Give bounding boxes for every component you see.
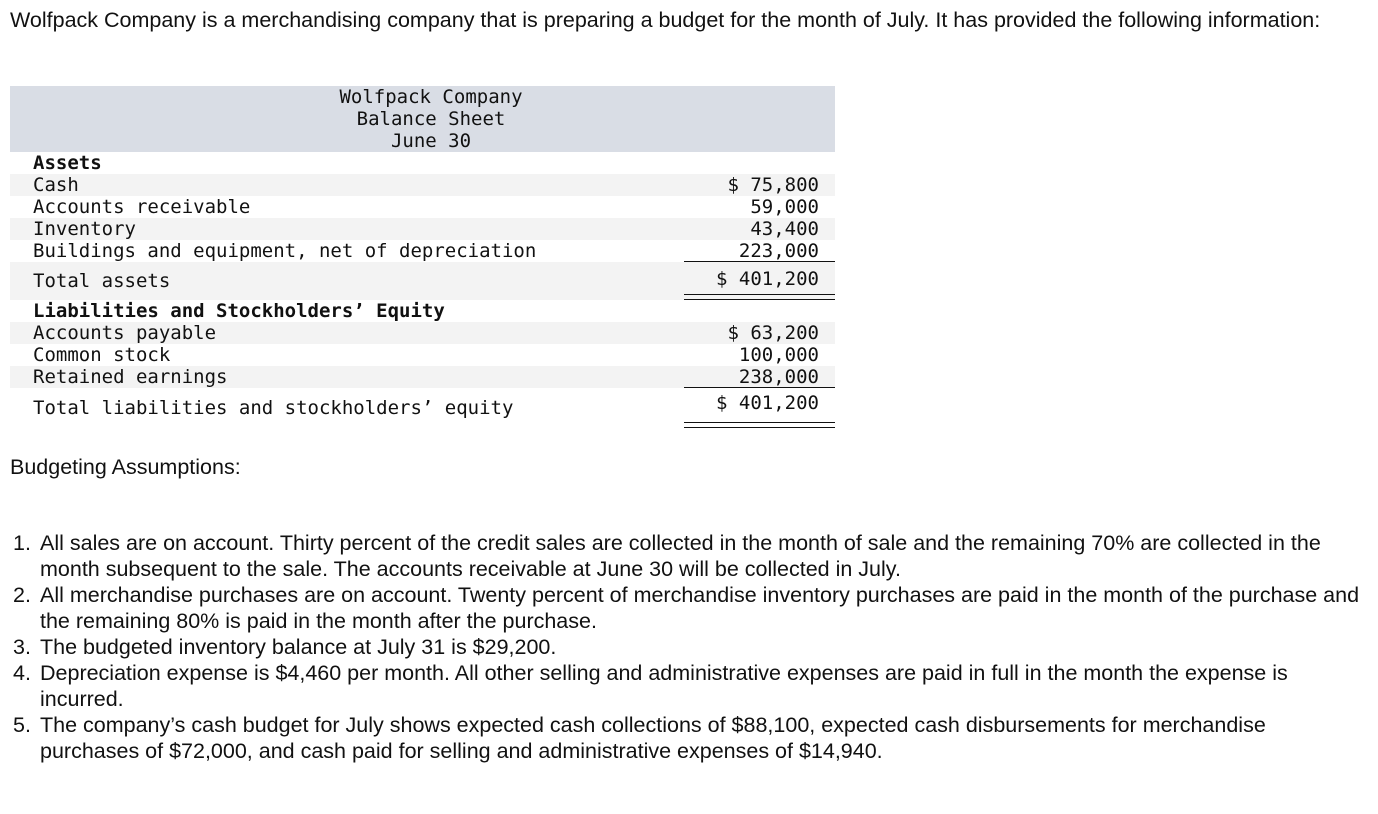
item-text: All merchandise purchases are on account…: [40, 583, 1360, 633]
list-item: 1. All sales are on account. Thirty perc…: [10, 530, 1360, 582]
table-row: Cash $ 75,800: [10, 174, 835, 196]
table-row: Retained earnings 238,000: [10, 366, 835, 388]
item-text: Depreciation expense is $4,460 per month…: [40, 661, 1288, 711]
total-assets-row: Total assets $ 401,200: [10, 262, 835, 300]
intro-paragraph: Wolfpack Company is a merchandising comp…: [10, 8, 1321, 32]
assets-heading: Assets: [33, 152, 102, 174]
table-row: Buildings and equipment, net of deprecia…: [10, 240, 835, 262]
item-text: All sales are on account. Thirty percent…: [40, 531, 1321, 581]
row-label: Inventory: [33, 218, 136, 240]
row-amount: 100,000: [738, 344, 819, 366]
list-item: 3. The budgeted inventory balance at Jul…: [10, 634, 1360, 660]
item-text: The budgeted inventory balance at July 3…: [40, 635, 557, 659]
item-text: The company’s cash budget for July shows…: [40, 713, 1266, 763]
total-liabilities-amount: $ 401,200: [716, 392, 819, 414]
item-number: 1.: [13, 531, 31, 555]
row-amount: $ 63,200: [727, 322, 819, 344]
list-item: 2. All merchandise purchases are on acco…: [10, 582, 1360, 634]
row-label: Common stock: [33, 344, 171, 366]
row-amount: 238,000: [738, 366, 819, 388]
row-label: Accounts receivable: [33, 196, 251, 218]
row-amount: $ 75,800: [727, 174, 819, 196]
total-liabilities-row: Total liabilities and stockholders’ equi…: [10, 388, 835, 428]
table-row: Accounts receivable 59,000: [10, 196, 835, 218]
balance-sheet-table: Wolfpack Company Balance Sheet June 30 A…: [10, 86, 835, 428]
assets-heading-row: Assets: [10, 152, 835, 174]
double-underline: [684, 422, 835, 428]
total-assets-label: Total assets: [33, 270, 171, 292]
row-label: Cash: [33, 174, 79, 196]
item-number: 4.: [13, 661, 31, 685]
balance-sheet-header: Wolfpack Company Balance Sheet June 30: [10, 86, 835, 152]
total-liabilities-label: Total liabilities and stockholders’ equi…: [33, 397, 514, 419]
double-underline: [684, 294, 835, 300]
table-row: Common stock 100,000: [10, 344, 835, 366]
table-row: Inventory 43,400: [10, 218, 835, 240]
row-label: Accounts payable: [33, 322, 217, 344]
assumptions-title: Budgeting Assumptions:: [10, 455, 241, 479]
total-assets-amount: $ 401,200: [716, 268, 819, 290]
list-item: 4. Depreciation expense is $4,460 per mo…: [10, 660, 1360, 712]
statement-title: Balance Sheet: [356, 108, 506, 130]
row-amount: 43,400: [750, 218, 819, 240]
company-name: Wolfpack Company: [339, 86, 523, 108]
list-item: 5. The company’s cash budget for July sh…: [10, 712, 1360, 764]
assumptions-list: 1. All sales are on account. Thirty perc…: [10, 530, 1360, 764]
row-amount: 59,000: [750, 196, 819, 218]
table-row: Accounts payable $ 63,200: [10, 322, 835, 344]
item-number: 5.: [13, 713, 31, 737]
row-label: Buildings and equipment, net of deprecia…: [33, 240, 537, 262]
statement-date: June 30: [390, 130, 472, 152]
subtotal-rule: [684, 387, 835, 388]
item-number: 3.: [13, 635, 31, 659]
liabilities-heading: Liabilities and Stockholders’ Equity: [33, 300, 445, 322]
row-label: Retained earnings: [33, 366, 228, 388]
row-amount: 223,000: [738, 240, 819, 262]
liabilities-heading-row: Liabilities and Stockholders’ Equity: [10, 300, 835, 322]
subtotal-rule: [684, 261, 835, 262]
item-number: 2.: [13, 583, 31, 607]
